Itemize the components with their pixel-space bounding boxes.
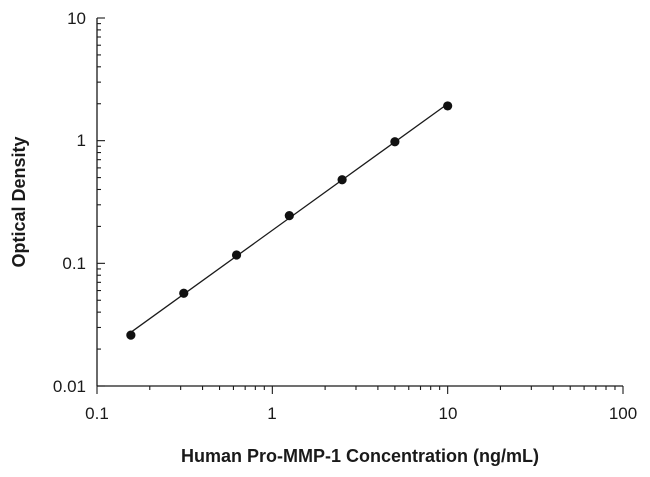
y-tick-labels: 0.01 0.1 1 10: [53, 9, 86, 396]
y-tick-label: 0.01: [53, 377, 86, 396]
data-point: [337, 175, 347, 185]
data-point: [126, 330, 136, 340]
data-point: [231, 250, 242, 260]
x-tick-label: 100: [609, 404, 637, 423]
y-tick-label: 0.1: [62, 254, 86, 273]
data-series: [126, 101, 453, 340]
x-tick-label: 0.1: [85, 404, 109, 423]
data-point: [284, 210, 294, 221]
y-tick-label: 10: [67, 9, 86, 28]
y-tick-label: 1: [77, 131, 86, 150]
data-point: [443, 101, 453, 111]
x-tick-labels: 0.1 1 10 100: [85, 404, 637, 423]
data-point: [390, 137, 400, 147]
x-axis-title: Human Pro-MMP-1 Concentration (ng/mL): [181, 446, 539, 466]
x-tick-label: 1: [267, 404, 276, 423]
x-tick-label: 10: [439, 404, 458, 423]
data-point: [179, 288, 189, 298]
axis-ticks: [96, 17, 624, 394]
y-axis-title: Optical Density: [9, 136, 29, 267]
